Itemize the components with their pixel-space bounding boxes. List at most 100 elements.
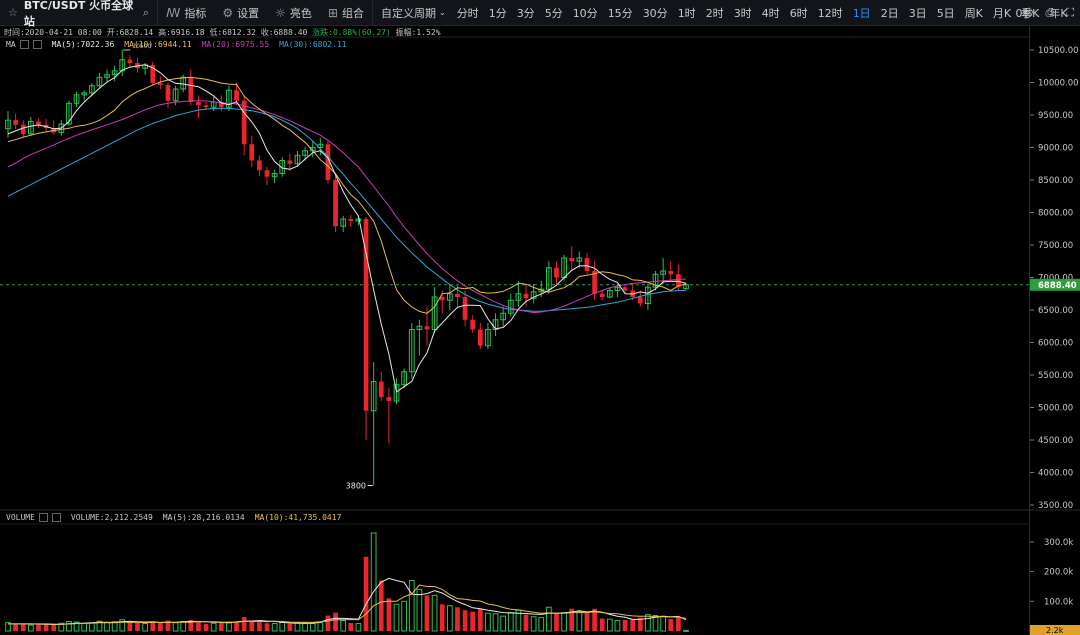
volume-ma5-value: MA(5):28,216.0134 bbox=[162, 513, 245, 522]
volume-bar bbox=[317, 622, 324, 632]
camera-icon[interactable]: ⎙ bbox=[1045, 5, 1055, 19]
indicator-button[interactable]: ꟿ 指标 bbox=[158, 0, 214, 25]
volume-bar bbox=[226, 621, 232, 632]
ma-label: MA bbox=[6, 40, 16, 49]
period-tab[interactable]: 3时 bbox=[733, 6, 752, 20]
candle-body bbox=[172, 88, 179, 102]
volume-tick-label: 300.0k bbox=[1044, 538, 1073, 548]
period-tab[interactable]: 分时 bbox=[456, 6, 479, 20]
last-price-label: 6888.40 bbox=[1038, 281, 1077, 291]
period-tab[interactable]: 2日 bbox=[880, 6, 899, 20]
volume-bar bbox=[58, 622, 65, 632]
volume-bar bbox=[652, 615, 659, 632]
candle-body bbox=[637, 297, 643, 304]
candle-body bbox=[622, 287, 628, 291]
candle-body bbox=[5, 119, 11, 130]
period-tab[interactable]: 30分 bbox=[642, 6, 668, 20]
volume-bar bbox=[507, 612, 514, 632]
symbol-selector[interactable]: ☆ BTC/USDT 火币全球站 ⌕ bbox=[0, 0, 158, 28]
candle-body bbox=[165, 85, 171, 101]
custom-period-label: 自定义周期 bbox=[380, 6, 436, 20]
candle-body bbox=[363, 219, 369, 411]
ma20-value: MA(20):6975.55 bbox=[201, 40, 270, 49]
volume-bar bbox=[302, 623, 308, 632]
low-price-annotation: 3800 bbox=[346, 482, 366, 491]
close-box-icon[interactable] bbox=[51, 513, 61, 522]
candle-body bbox=[431, 296, 438, 330]
volume-bar bbox=[584, 613, 590, 631]
search-icon[interactable]: ⌕ bbox=[142, 5, 149, 19]
light-theme-button[interactable]: ☼ 亮色 bbox=[267, 0, 320, 25]
period-tab[interactable]: 2时 bbox=[705, 6, 724, 20]
volume-bar bbox=[264, 623, 270, 631]
ma30-line bbox=[7, 107, 687, 312]
candle-body bbox=[333, 180, 338, 227]
volume-bar bbox=[416, 588, 423, 632]
volume-bar bbox=[196, 622, 201, 631]
candle-body bbox=[226, 89, 232, 108]
candle-body bbox=[249, 144, 255, 161]
period-tab[interactable]: 12时 bbox=[817, 6, 843, 20]
volume-bar bbox=[592, 608, 597, 631]
ma10-value: MA(10):6944.11 bbox=[124, 40, 192, 49]
period-tab[interactable]: 4时 bbox=[761, 6, 780, 20]
volume-bar bbox=[279, 621, 286, 632]
period-tab[interactable]: 3分 bbox=[516, 6, 535, 20]
candle-body bbox=[340, 218, 347, 227]
period-tab[interactable]: 1日 bbox=[852, 6, 871, 20]
info-close: 收:6888.40 bbox=[260, 28, 308, 37]
volume-bar bbox=[645, 614, 651, 632]
period-tab[interactable]: 1时 bbox=[677, 6, 696, 20]
period-tab[interactable]: 季K bbox=[1021, 6, 1040, 20]
candle-body bbox=[96, 76, 103, 87]
right-tools: 0秒 ⎙ ⛶ bbox=[1009, 0, 1080, 25]
volume-bar bbox=[135, 622, 140, 631]
period-tab[interactable]: 周K bbox=[964, 6, 983, 20]
period-tab[interactable]: 15分 bbox=[607, 6, 633, 20]
price-tick-label: 3500.00 bbox=[1038, 501, 1073, 511]
volume-bar bbox=[393, 603, 400, 632]
settings-box-icon[interactable] bbox=[19, 40, 29, 49]
price-tick-label: 8000.00 bbox=[1038, 209, 1073, 219]
period-tab[interactable]: 年K bbox=[1049, 6, 1068, 20]
volume-bar bbox=[599, 618, 605, 631]
period-tab[interactable]: 1分 bbox=[488, 6, 507, 20]
candle-body bbox=[36, 121, 41, 125]
combine-button[interactable]: ⊞ 组合 bbox=[320, 0, 372, 25]
period-tab[interactable]: 10分 bbox=[572, 6, 598, 20]
period-tab[interactable]: 6时 bbox=[789, 6, 808, 20]
period-tab[interactable]: 5分 bbox=[544, 6, 563, 20]
combine-icon: ⊞ bbox=[327, 5, 338, 20]
volume-bar bbox=[523, 614, 529, 631]
volume-bar bbox=[340, 620, 347, 632]
volume-bar bbox=[431, 594, 438, 632]
period-tab[interactable]: 3日 bbox=[908, 6, 927, 20]
last-volume-badge bbox=[1030, 625, 1080, 635]
price-tick-label: 9000.00 bbox=[1038, 144, 1073, 154]
volume-bar bbox=[386, 598, 392, 631]
candle-body bbox=[416, 325, 423, 330]
settings-button[interactable]: ⚙ 设置 bbox=[214, 0, 267, 25]
period-tab[interactable]: 月K bbox=[992, 6, 1012, 20]
candle-body bbox=[424, 326, 430, 330]
custom-period-dropdown[interactable]: 自定义周期 ⌄ bbox=[373, 0, 452, 25]
volume-value: VOLUME:2,212.2549 bbox=[70, 513, 153, 522]
period-tab[interactable]: 5日 bbox=[936, 6, 955, 20]
volume-bar bbox=[455, 607, 460, 631]
settings-box-icon[interactable] bbox=[38, 513, 48, 522]
volume-bar bbox=[66, 620, 72, 632]
ma-legend: MA MA(5):7022.36 MA(10):6944.11 MA(20):6… bbox=[6, 40, 347, 49]
volume-bar bbox=[606, 618, 613, 632]
candle-body bbox=[378, 381, 384, 398]
ma5-value: MA(5):7022.36 bbox=[51, 40, 115, 49]
candle-body bbox=[294, 154, 301, 165]
candle-body bbox=[150, 64, 156, 84]
close-box-icon[interactable] bbox=[32, 40, 42, 49]
candle-body bbox=[348, 219, 354, 221]
fullscreen-icon[interactable]: ⛶ bbox=[1066, 5, 1074, 19]
ma30-value: MA(30):6802.11 bbox=[279, 40, 347, 49]
star-icon[interactable]: ☆ bbox=[8, 6, 18, 19]
candle-body bbox=[485, 329, 491, 347]
volume-bar bbox=[561, 612, 567, 632]
